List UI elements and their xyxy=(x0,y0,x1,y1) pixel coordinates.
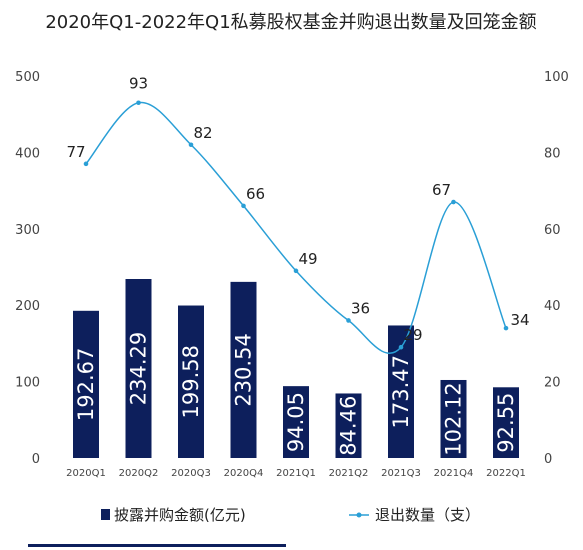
right-tick-label: 60 xyxy=(544,223,561,238)
left-tick-label: 500 xyxy=(15,70,40,85)
x-tick-label: 2020Q3 xyxy=(171,468,211,479)
footer-accent-bar xyxy=(28,544,286,547)
line-series: 77 93 82 66 49 36 29 67 34 xyxy=(66,75,530,354)
x-tick-label: 2021Q3 xyxy=(381,468,421,479)
bar xyxy=(440,379,467,458)
right-tick-label: 20 xyxy=(544,376,561,391)
x-tick-label: 2021Q2 xyxy=(329,468,369,479)
bar-value-label: 173.47 xyxy=(389,355,413,428)
right-axis: 0 20 40 60 80 100 xyxy=(544,70,569,467)
bar-value-label: 230.54 xyxy=(232,333,256,406)
line-point xyxy=(346,318,351,323)
bar xyxy=(73,310,99,458)
legend-line-label: 退出数量（支） xyxy=(375,506,480,524)
right-tick-label: 80 xyxy=(544,146,561,161)
left-tick-label: 100 xyxy=(15,376,40,391)
chart-title: 2020年Q1-2022年Q1私募股权基金并购退出数量及回笼金额 xyxy=(45,12,536,33)
x-tick-label: 2020Q2 xyxy=(119,468,159,479)
right-tick-label: 100 xyxy=(544,70,569,85)
bar-series xyxy=(73,279,519,458)
x-tick-label: 2020Q4 xyxy=(224,468,264,479)
line-point xyxy=(293,268,299,274)
x-axis: 2020Q1 2020Q2 2020Q3 2020Q4 2021Q1 2021Q2 2021… xyxy=(66,468,526,479)
line-point xyxy=(241,203,246,209)
bar-value-label: 199.58 xyxy=(179,345,203,418)
left-tick-label: 0 xyxy=(32,452,40,467)
x-tick-label: 2022Q1 xyxy=(486,468,526,479)
line-value-label: 34 xyxy=(510,311,529,329)
left-tick-label: 400 xyxy=(15,146,40,161)
line-value-label: 36 xyxy=(351,299,370,317)
bar-value-label: 94.05 xyxy=(284,392,308,452)
right-tick-label: 40 xyxy=(544,299,561,314)
legend-line-marker xyxy=(356,512,362,518)
line-value-label: 82 xyxy=(193,124,212,142)
legend: 披露并购金额(亿元) 退出数量（支） xyxy=(101,506,480,524)
line-value-label: 29 xyxy=(403,326,422,344)
right-tick-label: 0 xyxy=(544,452,552,467)
bar-value-label: 192.67 xyxy=(74,348,98,421)
x-tick-label: 2021Q1 xyxy=(276,468,316,479)
line-value-label: 66 xyxy=(246,185,265,203)
bar xyxy=(283,386,309,458)
left-axis: 0 100 200 300 400 500 xyxy=(15,70,40,467)
bar xyxy=(125,279,152,458)
bar xyxy=(178,305,204,458)
line-value-label: 77 xyxy=(66,143,85,161)
line-point xyxy=(398,344,404,350)
bar xyxy=(493,387,519,458)
bar-value-label: 84.46 xyxy=(337,396,361,456)
bar-labels: 192.67 234.29 199.58 230.54 94.05 84.46 173.47… xyxy=(74,332,518,456)
line-value-label: 49 xyxy=(298,250,317,268)
line-value-label: 67 xyxy=(432,181,451,199)
bar xyxy=(335,393,362,458)
line-path xyxy=(85,101,507,354)
line-point xyxy=(136,100,141,106)
left-tick-label: 300 xyxy=(15,223,40,238)
bar-value-label: 102.12 xyxy=(442,382,466,455)
bar xyxy=(230,281,257,458)
left-tick-label: 200 xyxy=(15,299,40,314)
legend-bar-swatch xyxy=(101,509,110,520)
bar-value-label: 92.55 xyxy=(494,393,518,453)
line-value-label: 93 xyxy=(129,75,148,93)
legend-bar-label: 披露并购金额(亿元) xyxy=(114,506,246,524)
bar-value-label: 234.29 xyxy=(127,332,151,405)
line-point xyxy=(83,161,89,167)
x-tick-label: 2020Q1 xyxy=(66,468,106,479)
x-tick-label: 2021Q4 xyxy=(434,468,474,479)
line-point xyxy=(451,199,456,205)
line-point xyxy=(503,325,509,331)
line-point xyxy=(188,142,194,148)
